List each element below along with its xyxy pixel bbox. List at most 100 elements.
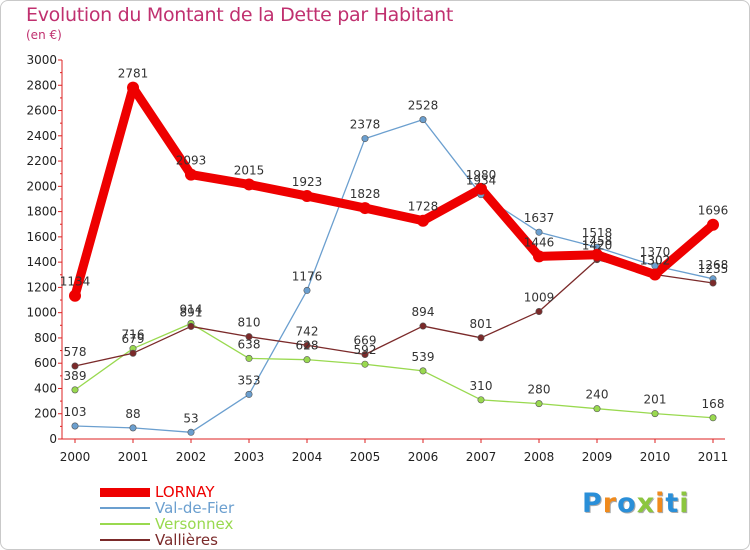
y-tick-label: 2200 (26, 154, 57, 168)
data-label-valli-res: 669 (354, 333, 377, 347)
data-label-lornay: 1728 (408, 200, 439, 214)
data-label-val-de-fier: 1176 (292, 269, 323, 283)
data-label-val-de-fier: 2528 (408, 99, 439, 113)
y-tick-label: 1800 (26, 205, 57, 219)
x-tick-label: 2006 (408, 450, 439, 464)
legend-swatch (100, 487, 150, 497)
y-tick-label: 1600 (26, 230, 57, 244)
data-point-valli-res (535, 308, 543, 316)
data-point-versonnex (419, 367, 427, 375)
data-point-lornay (707, 218, 719, 231)
series-line-val-de-fier (74, 118, 714, 433)
y-tick-label: 800 (34, 331, 57, 345)
legend-swatch (100, 507, 150, 509)
data-point-valli-res (419, 322, 427, 330)
data-label-versonnex: 168 (702, 397, 725, 411)
data-point-valli-res (303, 341, 311, 349)
data-label-val-de-fier: 353 (238, 373, 261, 387)
x-tick-label: 2007 (466, 450, 497, 464)
data-label-valli-res: 1302 (640, 254, 671, 268)
x-tick-label: 2009 (582, 450, 613, 464)
data-label-val-de-fier: 1637 (524, 211, 555, 225)
chart-title: Evolution du Montant de la Dette par Hab… (26, 4, 454, 26)
data-point-valli-res (361, 350, 369, 358)
y-tick-label: 2800 (26, 78, 57, 92)
data-label-lornay: 1923 (292, 175, 323, 189)
data-point-versonnex (245, 354, 253, 362)
series-line-valli-res (74, 258, 714, 367)
y-tick-label: 2400 (26, 129, 57, 143)
data-point-lornay (243, 178, 255, 191)
x-tick-label: 2005 (350, 450, 381, 464)
data-label-versonnex: 628 (296, 339, 319, 353)
data-label-versonnex: 389 (64, 369, 87, 383)
x-tick-label: 2008 (524, 450, 555, 464)
data-label-versonnex: 539 (412, 350, 435, 364)
y-tick-label: 600 (34, 356, 57, 370)
data-point-versonnex (361, 360, 369, 368)
data-label-lornay: 1458 (582, 234, 613, 248)
data-label-versonnex: 201 (644, 393, 667, 407)
data-point-val-de-fier (71, 422, 79, 430)
x-tick-label: 2001 (118, 450, 149, 464)
legend-label: LORNAY (155, 483, 215, 501)
series-line-lornay (70, 83, 718, 301)
data-point-val-de-fier (361, 135, 369, 143)
y-tick-label: 2000 (26, 179, 57, 193)
data-label-val-de-fier: 1268 (698, 258, 729, 272)
data-label-versonnex: 280 (528, 383, 551, 397)
x-tick-label: 2010 (640, 450, 671, 464)
x-tick-label: 2004 (292, 450, 323, 464)
y-tick-label: 1200 (26, 280, 57, 294)
axes: 0 200 400 600 800 1000 1200 1400 1600 1800 2000 220… (26, 53, 728, 464)
data-point-lornay (591, 248, 603, 261)
proxiti-logo: Proxiti (582, 488, 690, 519)
data-point-versonnex (651, 410, 659, 418)
data-label-lornay: 1302 (640, 254, 671, 268)
data-labels: 103 88 53 353 1176 2378 2528 1934 1637 1518 1370 12… (60, 67, 729, 426)
data-label-valli-res: 679 (122, 332, 145, 346)
x-tick-label: 2000 (60, 450, 91, 464)
data-label-valli-res: 810 (238, 316, 261, 330)
data-label-lornay: 1696 (698, 204, 729, 218)
data-label-valli-res: 891 (180, 305, 203, 319)
y-tick-label: 0 (49, 432, 57, 446)
data-point-lornay (417, 214, 429, 227)
data-label-versonnex: 716 (122, 328, 145, 342)
legend-label: Versonnex (155, 515, 234, 533)
unit-label: (en €) (26, 28, 62, 42)
data-label-valli-res: 894 (412, 305, 435, 319)
series-lines (70, 83, 718, 433)
data-label-val-de-fier: 88 (125, 407, 140, 421)
data-point-valli-res (187, 322, 195, 330)
data-point-versonnex (593, 405, 601, 413)
legend-swatch (100, 523, 150, 525)
data-label-valli-res: 578 (64, 345, 87, 359)
data-point-lornay (649, 268, 661, 281)
data-point-val-de-fier (303, 286, 311, 294)
data-label-versonnex: 914 (180, 303, 203, 317)
data-point-versonnex (535, 400, 543, 408)
data-label-valli-res: 1235 (698, 262, 729, 276)
legend-swatch (100, 539, 150, 541)
data-label-val-de-fier: 1370 (640, 245, 671, 259)
data-label-val-de-fier: 1518 (582, 226, 613, 240)
legend-label: Val-de-Fier (155, 499, 235, 517)
y-tick-label: 2600 (26, 104, 57, 118)
data-point-val-de-fier (535, 228, 543, 236)
data-point-lornay (185, 168, 197, 181)
data-label-valli-res: 801 (470, 317, 493, 331)
data-label-versonnex: 592 (354, 343, 377, 357)
y-tick-label: 400 (34, 381, 57, 395)
data-point-lornay (301, 190, 313, 203)
data-label-lornay: 2781 (118, 67, 149, 81)
data-label-valli-res: 1420 (582, 239, 613, 253)
data-label-lornay: 2093 (176, 154, 207, 168)
data-point-valli-res (129, 349, 137, 357)
y-tick-label: 1000 (26, 306, 57, 320)
legend-label: Vallières (155, 531, 218, 549)
x-tick-label: 2002 (176, 450, 207, 464)
data-point-lornay (533, 250, 545, 263)
data-label-versonnex: 310 (470, 379, 493, 393)
data-point-versonnex (709, 414, 717, 422)
